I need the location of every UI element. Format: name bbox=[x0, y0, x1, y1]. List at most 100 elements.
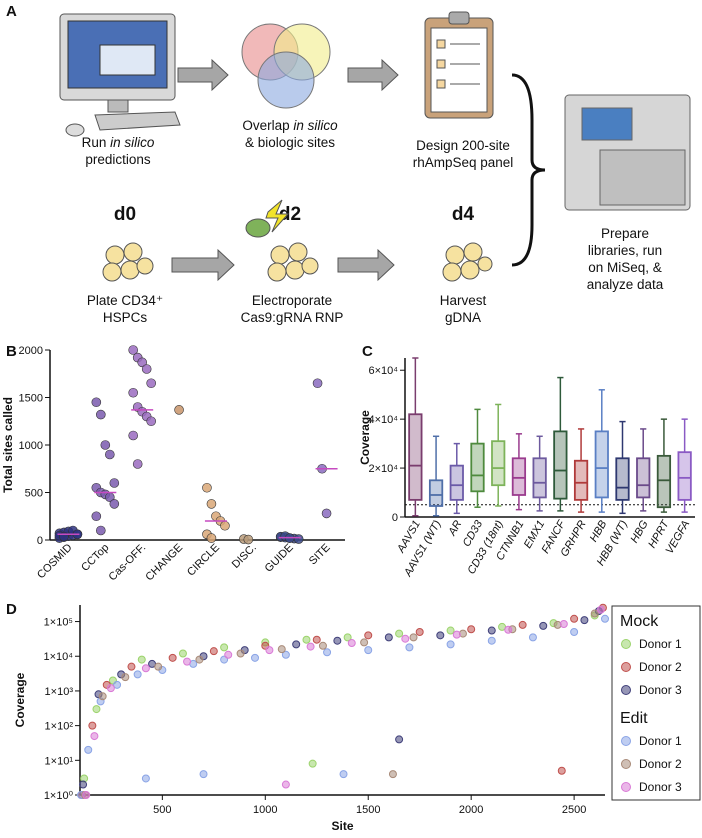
data-point bbox=[90, 732, 99, 741]
data-point bbox=[92, 705, 101, 714]
data-point bbox=[281, 650, 290, 659]
y-axis-label: Total sites called bbox=[1, 397, 15, 493]
data-point bbox=[446, 640, 455, 649]
data-point bbox=[364, 631, 373, 640]
data-point bbox=[557, 766, 566, 775]
data-point bbox=[109, 478, 120, 488]
data-point bbox=[452, 630, 461, 639]
data-point bbox=[446, 626, 455, 635]
step-label: gDNA bbox=[445, 310, 481, 325]
data-point bbox=[82, 791, 91, 799]
step-label: Design 200-site bbox=[416, 138, 510, 153]
legend-label: Donor 2 bbox=[639, 757, 682, 771]
data-point bbox=[146, 378, 156, 389]
y-tick-label: 6×10⁴ bbox=[368, 365, 398, 377]
data-point bbox=[590, 609, 599, 618]
step-label: Harvest bbox=[440, 293, 487, 308]
data-point bbox=[265, 646, 274, 655]
step-label: Prepare bbox=[601, 226, 649, 241]
x-tick-label: 2000 bbox=[459, 804, 483, 816]
data-point bbox=[312, 635, 321, 644]
box bbox=[511, 457, 527, 496]
data-point bbox=[539, 621, 548, 630]
data-point bbox=[251, 653, 259, 662]
step-label: on MiSeq, & bbox=[588, 260, 662, 275]
data-point bbox=[384, 633, 393, 642]
cells-icons bbox=[102, 199, 493, 282]
data-point bbox=[132, 459, 143, 469]
data-point bbox=[405, 643, 414, 652]
data-point bbox=[121, 673, 130, 682]
legend-marker bbox=[621, 662, 631, 672]
data-point bbox=[199, 770, 208, 779]
data-point bbox=[195, 655, 204, 664]
legend-heading: Mock bbox=[620, 613, 659, 630]
data-point bbox=[302, 635, 311, 644]
data-point bbox=[128, 430, 138, 441]
data-point bbox=[467, 625, 476, 634]
data-point bbox=[580, 616, 589, 625]
data-point bbox=[113, 680, 122, 689]
box bbox=[636, 457, 651, 499]
y-tick-label: 1500 bbox=[19, 393, 43, 405]
data-point bbox=[487, 636, 496, 645]
y-axis-label: Coverage bbox=[358, 410, 372, 465]
legend-marker bbox=[621, 685, 631, 695]
data-point bbox=[137, 655, 146, 664]
data-point bbox=[106, 684, 115, 693]
x-tick-label: CIRCLE bbox=[185, 542, 222, 579]
data-point bbox=[559, 619, 568, 628]
x-tick-label: GUIDE bbox=[263, 542, 296, 575]
data-point bbox=[146, 416, 156, 427]
data-point bbox=[178, 649, 187, 658]
y-tick-label: 1×10⁵ bbox=[44, 617, 73, 629]
data-point bbox=[409, 633, 418, 642]
data-point bbox=[596, 605, 605, 614]
panel-label: C bbox=[362, 343, 373, 360]
data-point bbox=[343, 633, 352, 642]
data-point bbox=[323, 648, 332, 657]
data-point bbox=[293, 534, 304, 544]
data-point bbox=[292, 640, 301, 649]
box bbox=[428, 479, 444, 507]
box bbox=[470, 442, 485, 493]
data-point bbox=[306, 642, 315, 651]
data-point bbox=[127, 662, 136, 671]
step-label: & biologic sites bbox=[245, 135, 335, 150]
y-tick-label: 1×10³ bbox=[45, 686, 74, 698]
arrows bbox=[171, 58, 546, 282]
data-point bbox=[79, 780, 88, 789]
legend-marker bbox=[621, 639, 631, 649]
legend-marker bbox=[621, 759, 631, 769]
step-label: Overlap in silico bbox=[242, 118, 338, 133]
data-point bbox=[105, 449, 115, 460]
x-tick-label: 500 bbox=[153, 804, 171, 816]
data-point bbox=[206, 499, 217, 509]
venn-icon bbox=[241, 23, 331, 109]
data-point bbox=[59, 531, 69, 542]
data-point bbox=[202, 482, 212, 493]
data-point bbox=[339, 770, 348, 779]
data-point bbox=[281, 780, 290, 789]
data-point bbox=[401, 634, 410, 643]
x-tick-label: 1000 bbox=[253, 804, 277, 816]
data-point bbox=[84, 745, 93, 754]
y-tick-label: 1×10¹ bbox=[45, 755, 74, 767]
legend-label: Donor 2 bbox=[639, 660, 682, 674]
y-axis-label: Coverage bbox=[13, 672, 27, 727]
data-point bbox=[570, 614, 579, 623]
data-point bbox=[220, 520, 230, 531]
data-point bbox=[318, 641, 327, 650]
x-tick-label: AR bbox=[446, 518, 465, 538]
y-tick-label: 1×10² bbox=[45, 721, 74, 733]
data-point bbox=[388, 770, 397, 779]
data-point bbox=[601, 614, 609, 623]
box bbox=[677, 451, 692, 501]
box bbox=[449, 464, 464, 501]
day-label: d2 bbox=[279, 204, 301, 225]
data-point bbox=[333, 636, 342, 645]
data-point bbox=[487, 626, 496, 635]
data-point bbox=[141, 364, 152, 374]
data-point bbox=[243, 534, 254, 545]
legend-heading: Edit bbox=[620, 710, 648, 727]
